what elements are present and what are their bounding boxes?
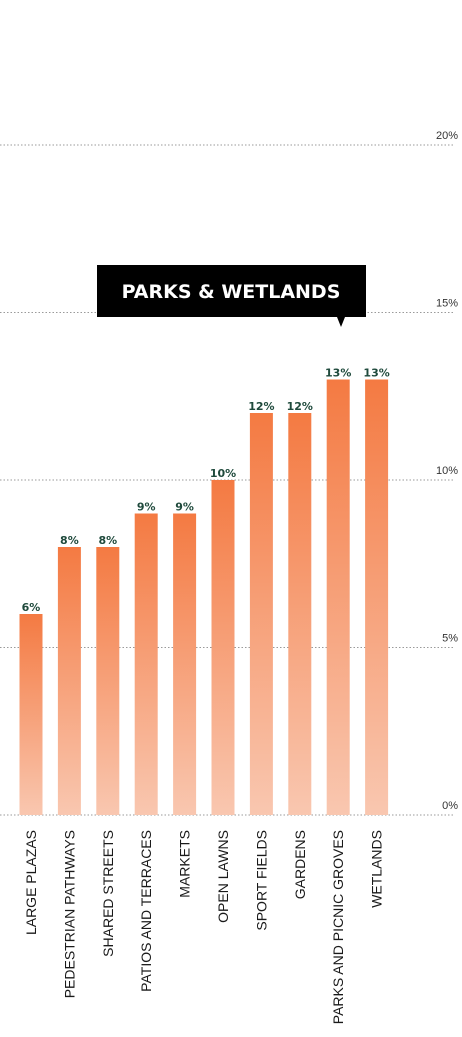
x-category-label: OPEN LAWNS (215, 830, 231, 923)
x-category-label: PEDESTRIAN PATHWAYS (61, 830, 77, 998)
y-tick-label: 20% (436, 130, 458, 142)
tooltip: PARKS & WETLANDS (97, 265, 366, 327)
bar[interactable] (57, 547, 81, 815)
bars: 6% 8% 8% 9% 9% 10% 12% 12% 13% 13% (19, 367, 390, 816)
bar[interactable] (173, 513, 197, 816)
bar[interactable] (96, 547, 120, 815)
y-tick-label: 15% (436, 298, 458, 310)
y-tick-label: 0% (442, 800, 458, 812)
y-tick-label: 10% (436, 465, 458, 477)
x-category-label: WETLANDS (369, 830, 385, 908)
x-category-label: MARKETS (177, 830, 193, 898)
bar-value-label: 9% (175, 501, 194, 514)
x-category-label: SPORT FIELDS (253, 830, 269, 931)
bar-value-label: 12% (248, 400, 274, 413)
tooltip-box (97, 265, 366, 317)
bar[interactable] (19, 614, 43, 815)
bar-value-label: 12% (287, 400, 313, 413)
x-category-label: LARGE PLAZAS (23, 830, 39, 935)
x-category-label: GARDENS (292, 830, 308, 899)
bar[interactable] (211, 480, 235, 815)
x-category-label: PARKS AND PICNIC GROVES (330, 830, 346, 1024)
bar-value-label: 13% (325, 367, 351, 380)
tooltip-text: PARKS & WETLANDS (122, 281, 341, 303)
tooltip-pointer (337, 317, 345, 327)
y-axis-ticks: 0% 5% 10% 15% 20% (436, 130, 458, 812)
bar[interactable] (134, 513, 158, 816)
bar-value-label: 9% (137, 501, 156, 514)
bar[interactable] (249, 413, 273, 815)
bar-value-label: 6% (22, 601, 41, 614)
bar-value-label: 8% (98, 534, 117, 547)
bar-value-label: 8% (60, 534, 79, 547)
bar[interactable] (365, 379, 389, 816)
bar[interactable] (326, 379, 350, 816)
bar-value-label: 10% (210, 467, 236, 480)
y-tick-label: 5% (442, 633, 458, 645)
x-category-label: PATIOS AND TERRACES (138, 830, 154, 992)
x-axis-categories: LARGE PLAZAS PEDESTRIAN PATHWAYS SHARED ST… (23, 830, 385, 1024)
x-category-label: SHARED STREETS (100, 830, 116, 957)
bar[interactable] (288, 413, 312, 815)
bar-value-label: 13% (363, 367, 389, 380)
